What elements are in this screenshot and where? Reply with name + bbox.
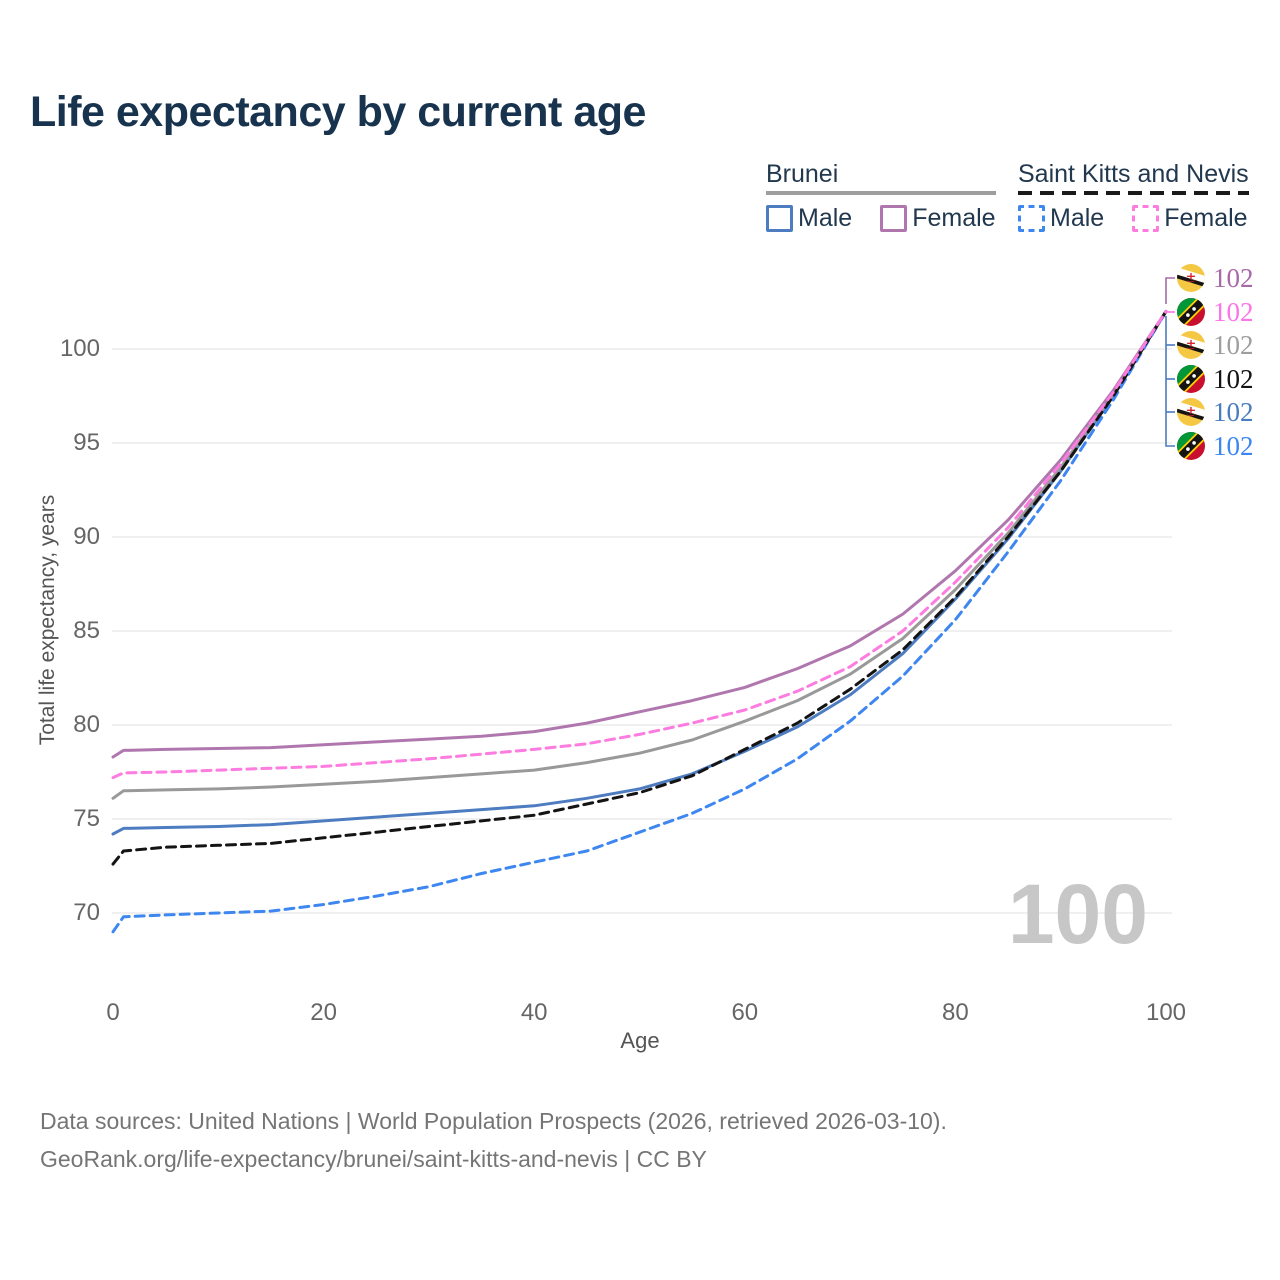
brunei-flag-icon [1177, 264, 1205, 292]
end-value: 102 [1213, 330, 1254, 360]
end-label-brunei-male: 102 [1177, 398, 1254, 426]
end-value: 102 [1213, 431, 1254, 461]
x-axis-title: Age [620, 1028, 660, 1053]
saint-kitts-flag-icon [1177, 365, 1205, 393]
data-sources-text: Data sources: United Nations | World Pop… [40, 1108, 947, 1134]
saint-kitts-line-sample [1018, 191, 1249, 195]
age-watermark: 100 [1007, 867, 1148, 961]
skn-male-swatch-icon [1018, 205, 1045, 232]
legend-title-brunei: Brunei [766, 160, 839, 188]
end-label-brunei-total: 102 [1177, 331, 1254, 359]
end-value: 102 [1213, 364, 1254, 394]
line-brunei-total [111, 309, 1168, 800]
end-value: 102 [1213, 397, 1254, 427]
y-tick-label: 90 [73, 523, 100, 550]
gridlines [112, 348, 1172, 914]
saint-kitts-flag-icon [1177, 432, 1205, 460]
legend-label: Female [912, 204, 996, 232]
end-label-connectors [1165, 277, 1175, 447]
x-tick-label: 40 [520, 999, 548, 1026]
x-tick-label: 0 [106, 999, 120, 1026]
y-tick-label: 80 [73, 711, 100, 738]
saint-kitts-flag-icon [1177, 298, 1205, 326]
end-label-skn-total: 102 [1177, 365, 1254, 393]
brunei-male-swatch-icon [766, 205, 793, 232]
line-saint-kitts-and-nevis-total [111, 309, 1168, 866]
x-tick-label: 80 [942, 999, 969, 1026]
legend-label: Male [798, 204, 853, 232]
end-label-skn-male: 102 [1177, 432, 1254, 460]
brunei-line-sample [766, 191, 996, 195]
y-tick-label: 85 [73, 617, 100, 644]
legend-item-brunei-male[interactable]: Male [766, 204, 852, 233]
x-tick-label: 100 [1145, 999, 1187, 1026]
brunei-flag-icon [1177, 331, 1205, 359]
line-saint-kitts-and-nevis-female [111, 309, 1168, 780]
x-tick-label: 60 [731, 999, 759, 1026]
series-lines [111, 309, 1168, 934]
connector [1165, 316, 1175, 447]
line-saint-kitts-and-nevis-male [111, 309, 1168, 934]
end-label-brunei-female: 102 [1177, 264, 1254, 292]
legend-group-saint-kitts-and-nevis: Saint Kitts and Nevis Male Female [1018, 160, 1249, 233]
end-label-skn-female: 102 [1177, 298, 1254, 326]
legend-label: Male [1050, 204, 1105, 232]
line-brunei-male [111, 309, 1168, 836]
attribution-link[interactable]: GeoRank.org/life-expectancy/brunei/saint… [40, 1146, 707, 1172]
brunei-female-swatch-icon [880, 205, 908, 232]
y-tick-label: 70 [73, 899, 100, 926]
y-tick-label: 75 [73, 805, 100, 832]
legend-group-brunei: Brunei Male Female [766, 160, 996, 233]
x-tick-label: 20 [310, 999, 337, 1026]
y-tick-label: 100 [59, 335, 100, 362]
y-tick-label: 95 [73, 429, 100, 456]
brunei-flag-icon [1177, 398, 1205, 426]
legend-item-skn-male[interactable]: Male [1018, 204, 1104, 233]
legend-label: Female [1164, 204, 1248, 232]
line-brunei-female [111, 309, 1168, 759]
connector [1165, 277, 1175, 304]
end-value: 102 [1213, 263, 1254, 293]
skn-female-swatch-icon [1132, 205, 1160, 232]
legend-item-skn-female[interactable]: Female [1132, 204, 1248, 233]
end-value: 102 [1213, 297, 1254, 327]
legend-item-brunei-female[interactable]: Female [880, 204, 996, 233]
legend-title-saint-kitts-and-nevis: Saint Kitts and Nevis [1018, 160, 1249, 188]
page-title: Life expectancy by current age [30, 88, 646, 136]
